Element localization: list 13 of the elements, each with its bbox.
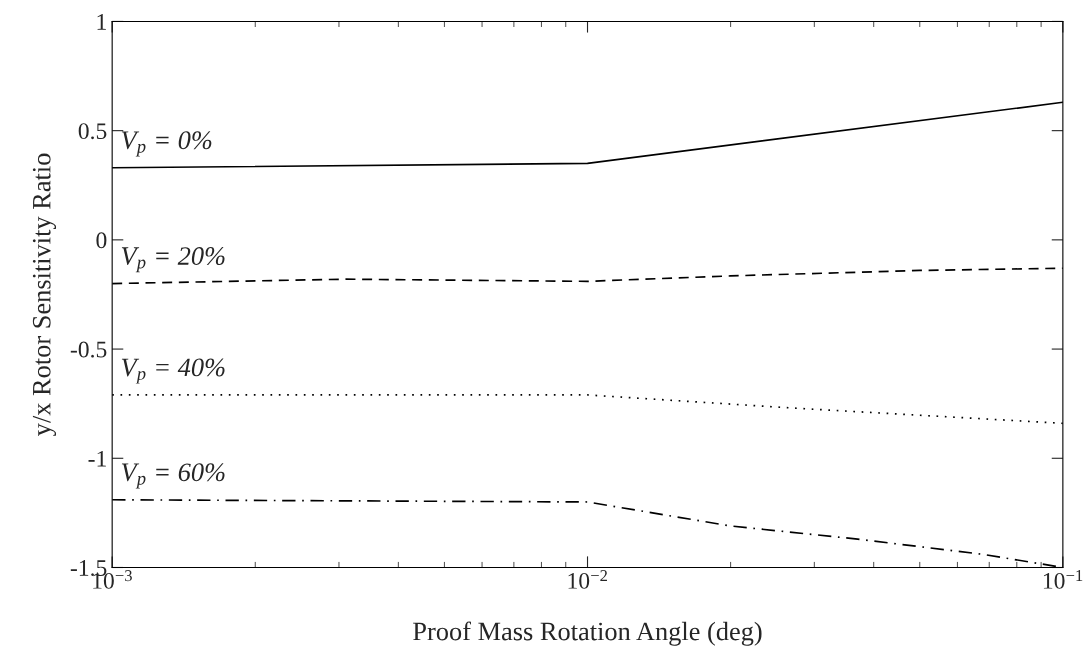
y-tick-label: 0.5 [78, 123, 107, 140]
y-axis-title: y/x Rotor Sensitivity Ratio [32, 153, 57, 436]
x-tick-label: 10$^{−2}$ [568, 570, 607, 589]
series-label: V$_{p}$ = 60% [121, 463, 225, 489]
series-label: V$_{p}$ = 20% [121, 247, 225, 273]
y-tick-label: 1 [97, 14, 106, 30]
series-label: V$_{p}$ = 40% [121, 358, 225, 384]
x-tick-label: 10$^{−1}$ [1043, 570, 1083, 589]
y-tick-label: -1 [88, 450, 106, 467]
x-axis-title: Proof Mass Rotation Angle (deg) [413, 621, 762, 646]
y-tick-label: 0 [96, 232, 107, 249]
y-tick-label: -0.5 [70, 341, 107, 358]
series-label: V$_{p}$ = 0% [121, 131, 212, 157]
